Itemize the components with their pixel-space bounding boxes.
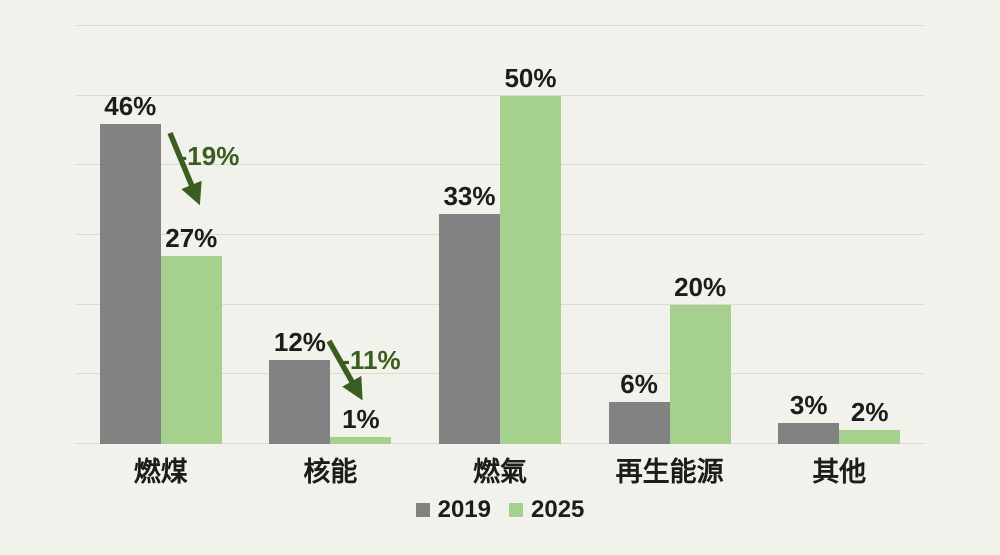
legend-label-2019: 2019	[437, 496, 491, 523]
category-label-4: 再生能源	[615, 457, 724, 487]
legend-swatch-2019-icon	[415, 503, 430, 517]
value-label-2025-3: 50%	[504, 62, 557, 93]
bar-2019-5	[778, 423, 840, 444]
bar-2019-2	[269, 360, 331, 444]
value-label-2019-1: 46%	[104, 90, 157, 121]
value-label-2019-5: 3%	[789, 390, 828, 421]
annotation-label-2: -11%	[341, 345, 401, 375]
value-label-2019-3: 33%	[443, 181, 496, 212]
value-label-2025-2: 1%	[342, 404, 380, 435]
bar-2019-3	[439, 214, 500, 444]
value-label-2025-4: 20%	[674, 271, 727, 302]
category-label-3: 燃氣	[473, 457, 527, 487]
annotation-label-1: -19%	[178, 141, 240, 171]
bar-2025-5	[839, 430, 901, 444]
bar-2019-4	[608, 402, 670, 444]
bar-2025-2	[330, 437, 392, 444]
bar-2025-1	[160, 255, 222, 444]
legend-item-2019: 2019	[415, 496, 491, 523]
legend-swatch-2025-icon	[509, 503, 523, 517]
bar-2025-4	[669, 304, 731, 444]
legend: 2019 2025	[0, 497, 1000, 523]
bar-2019-1	[99, 123, 161, 444]
gridline-60	[76, 25, 924, 26]
category-label-2: 核能	[303, 457, 358, 487]
value-label-2025-1: 27%	[165, 222, 218, 253]
bar-2025-3	[500, 95, 561, 444]
legend-label-2025: 2025	[531, 496, 585, 523]
value-label-2019-2: 12%	[273, 327, 326, 358]
gridline-50	[76, 94, 924, 96]
legend-item-2025: 2025	[509, 497, 584, 523]
value-label-2019-4: 6%	[620, 369, 658, 400]
value-label-2025-5: 2%	[850, 397, 889, 428]
category-label-5: 其他	[812, 457, 867, 487]
category-label-1: 燃煤	[133, 457, 188, 487]
